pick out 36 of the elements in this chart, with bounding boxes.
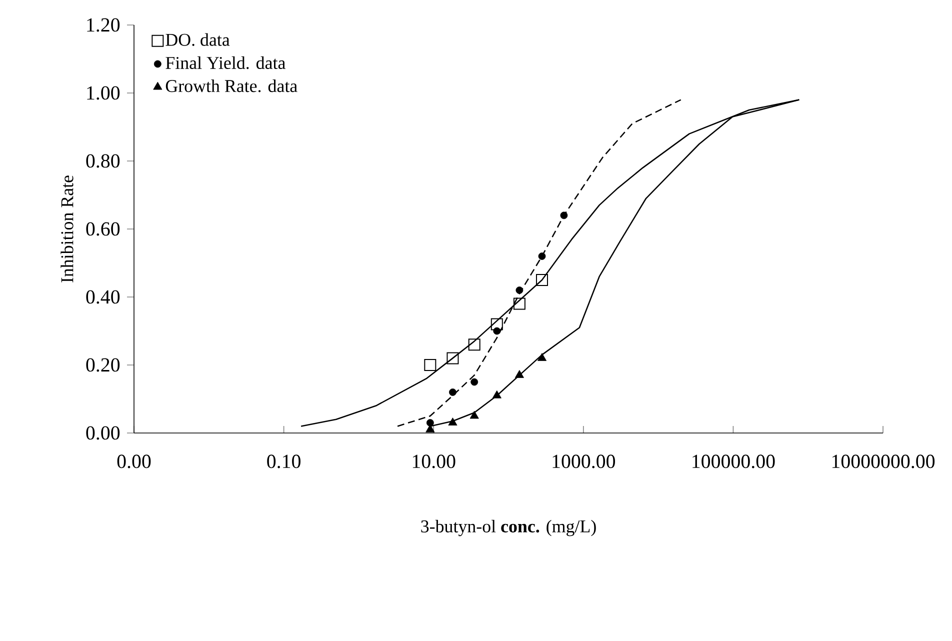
x-axis-title: 3-butyn-ol conc. (mg/L) (421, 520, 596, 536)
point (537, 353, 547, 361)
point (560, 212, 568, 220)
point (468, 338, 480, 351)
point (449, 388, 456, 396)
point (516, 286, 524, 294)
legend-label: DO. data (166, 33, 230, 46)
y-tick-label: 0.80 (86, 154, 120, 168)
x-tick-label: 10.00 (412, 454, 456, 468)
point (470, 378, 478, 386)
point (448, 418, 458, 426)
point (470, 410, 479, 419)
point (514, 370, 524, 378)
point (446, 352, 459, 364)
point (536, 274, 548, 286)
point (492, 390, 502, 398)
y-axis-title: Inhibition Rate (60, 176, 74, 282)
y-tick-label: 0.00 (86, 426, 120, 440)
x-tick-label: 0.00 (117, 454, 151, 468)
y-tick-label: 1.20 (87, 18, 120, 32)
legend-label: Growth Rate. data (166, 79, 298, 92)
y-tick-label: 1.00 (87, 86, 120, 100)
point (493, 327, 501, 335)
y-tick-label: 0.60 (86, 222, 120, 236)
x-tick-label: 10000000.00 (832, 454, 935, 468)
x-tick-label: 1000.00 (552, 454, 616, 468)
x-tick-label: 100000.00 (692, 454, 775, 468)
legend-label: Final Yield. data (166, 56, 286, 70)
y-tick-label: 0.20 (86, 358, 120, 372)
point (490, 318, 503, 330)
point (538, 252, 546, 260)
y-tick-label: 0.40 (86, 290, 120, 304)
point (513, 298, 526, 310)
x-tick-label: 0.10 (267, 454, 300, 468)
point (426, 419, 434, 426)
point (424, 359, 436, 371)
